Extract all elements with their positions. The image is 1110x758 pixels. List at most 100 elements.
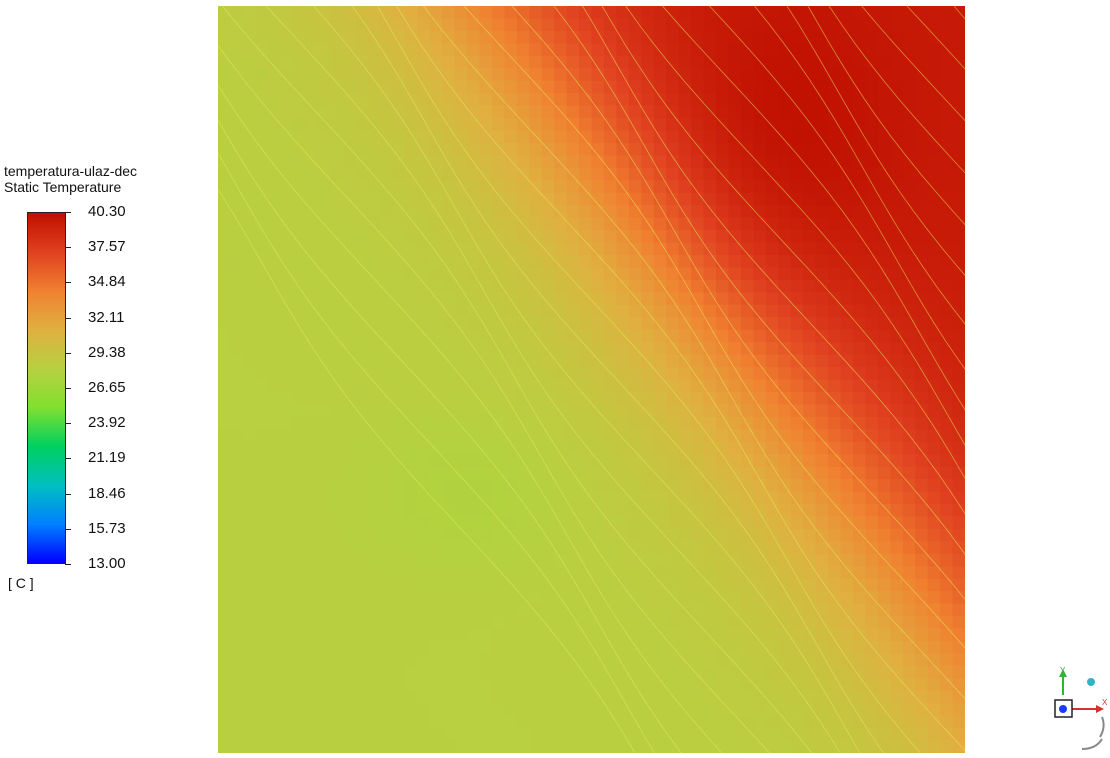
field-cell	[840, 80, 854, 94]
field-cell	[703, 130, 717, 144]
field-cell	[342, 665, 356, 679]
field-cell	[479, 255, 493, 269]
field-cell	[467, 504, 481, 518]
field-cell	[765, 329, 779, 343]
field-cell	[940, 628, 954, 642]
field-cell	[566, 429, 580, 443]
field-cell	[255, 6, 269, 20]
field-cell	[330, 678, 344, 692]
field-cell	[902, 678, 916, 692]
field-cell	[554, 230, 568, 244]
field-cell	[255, 379, 269, 393]
field-cell	[554, 454, 568, 468]
field-cell	[230, 441, 244, 455]
field-cell	[442, 230, 456, 244]
field-cell	[579, 653, 593, 667]
field-cell	[242, 703, 256, 717]
field-cell	[840, 441, 854, 455]
field-cell	[890, 665, 904, 679]
field-cell	[653, 180, 667, 194]
field-cell	[653, 728, 667, 742]
field-cell	[778, 279, 792, 293]
field-cell	[379, 504, 393, 518]
field-cell	[267, 18, 281, 32]
field-cell	[915, 279, 929, 293]
field-cell	[292, 130, 306, 144]
field-cell	[417, 616, 431, 630]
field-cell	[840, 628, 854, 642]
field-cell	[454, 454, 468, 468]
field-cell	[952, 192, 965, 206]
field-cell	[753, 267, 767, 281]
field-cell	[865, 690, 879, 704]
field-cell	[765, 616, 779, 630]
field-cell	[852, 678, 866, 692]
field-cell	[828, 217, 842, 231]
field-cell	[691, 404, 705, 418]
field-cell	[865, 379, 879, 393]
field-cell	[317, 142, 331, 156]
field-cell	[504, 491, 518, 505]
field-cell	[230, 93, 244, 107]
field-cell	[529, 466, 543, 480]
field-cell	[467, 167, 481, 181]
field-cell	[778, 603, 792, 617]
field-cell	[454, 516, 468, 530]
field-cell	[442, 690, 456, 704]
field-cell	[454, 441, 468, 455]
field-cell	[902, 690, 916, 704]
field-cell	[305, 367, 319, 381]
z-axis-dot	[1059, 705, 1067, 713]
field-cell	[292, 541, 306, 555]
field-cell	[404, 391, 418, 405]
field-cell	[716, 441, 730, 455]
axis-triad[interactable]: Y X	[1040, 665, 1110, 753]
field-cell	[267, 230, 281, 244]
field-cell	[330, 279, 344, 293]
field-cell	[330, 628, 344, 642]
field-cell	[379, 454, 393, 468]
field-cell	[554, 728, 568, 742]
field-cell	[442, 93, 456, 107]
field-cell	[840, 678, 854, 692]
field-cell	[815, 653, 829, 667]
field-cell	[603, 404, 617, 418]
field-cell	[902, 354, 916, 368]
field-cell	[616, 703, 630, 717]
field-cell	[865, 740, 879, 753]
field-cell	[840, 504, 854, 518]
field-cell	[877, 391, 891, 405]
field-cell	[865, 441, 879, 455]
field-cell	[330, 304, 344, 318]
field-cell	[653, 155, 667, 169]
field-cell	[628, 18, 642, 32]
field-cell	[479, 665, 493, 679]
field-cell	[691, 329, 705, 343]
field-cell	[927, 93, 941, 107]
field-cell	[616, 43, 630, 57]
field-cell	[280, 404, 294, 418]
field-cell	[454, 205, 468, 219]
field-cell	[691, 18, 705, 32]
field-cell	[852, 93, 866, 107]
field-cell	[728, 391, 742, 405]
field-cell	[267, 441, 281, 455]
field-cell	[653, 192, 667, 206]
field-cell	[616, 192, 630, 206]
field-cell	[653, 391, 667, 405]
field-cell	[678, 566, 692, 580]
field-cell	[765, 292, 779, 306]
field-cell	[840, 367, 854, 381]
field-cell	[330, 466, 344, 480]
field-cell	[691, 678, 705, 692]
field-cell	[877, 217, 891, 231]
field-cell	[342, 217, 356, 231]
field-cell	[840, 479, 854, 493]
field-cell	[479, 354, 493, 368]
field-cell	[828, 30, 842, 44]
field-cell	[927, 130, 941, 144]
field-cell	[790, 367, 804, 381]
field-cell	[305, 93, 319, 107]
field-cell	[666, 217, 680, 231]
field-cell	[591, 416, 605, 430]
